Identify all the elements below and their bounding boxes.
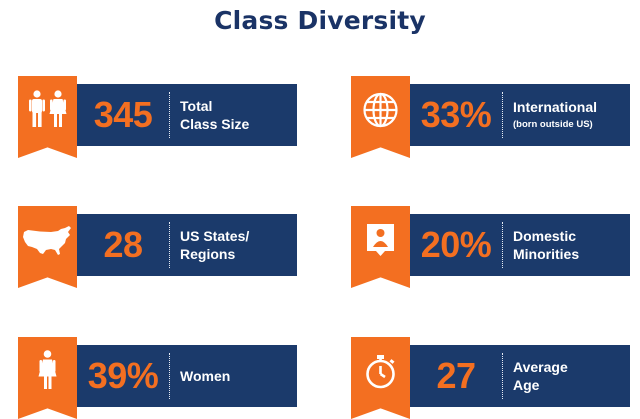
stat-panel: 20% Domestic Minorities — [410, 214, 630, 276]
stat-label: US States/ Regions — [180, 214, 293, 276]
stat-value: 39% — [87, 355, 159, 396]
stat-women: 39% Women — [18, 337, 300, 419]
stat-ribbon — [351, 206, 410, 288]
stat-ribbon — [18, 206, 77, 288]
stopwatch-icon — [366, 355, 395, 389]
stat-average-age: 27 Average Age — [351, 337, 633, 419]
stat-label: Women — [180, 345, 293, 407]
stat-value: 28 — [103, 224, 143, 265]
stat-label-line1: Average — [513, 359, 568, 375]
stat-label-line2: Minorities — [513, 246, 580, 262]
stat-label-sub: (born outside US) — [513, 119, 593, 130]
stat-panel: 33% International (born outside US) — [410, 84, 630, 146]
divider — [502, 92, 503, 138]
stat-label: Total Class Size — [180, 84, 293, 146]
divider — [502, 353, 503, 399]
stat-panel: 28 US States/ Regions — [77, 214, 297, 276]
stat-label-line2: Regions — [180, 246, 236, 262]
stat-us-states: 28 US States/ Regions — [18, 206, 300, 288]
people-icon — [29, 90, 67, 127]
stat-label-line1: US States/ — [180, 228, 250, 244]
stat-label-line2: Age — [513, 377, 540, 393]
stat-ribbon — [18, 337, 77, 419]
stat-domestic-minorities: 20% Domestic Minorities — [351, 206, 633, 288]
stat-label-line1: Women — [180, 368, 231, 384]
divider — [169, 353, 170, 399]
page-title: Class Diversity — [214, 6, 426, 35]
woman-icon — [38, 350, 57, 389]
stat-ribbon — [351, 337, 410, 419]
stat-label: Domestic Minorities — [513, 214, 626, 276]
us-map-icon — [23, 226, 71, 255]
person-portrait-icon — [367, 224, 394, 256]
stat-panel: 345 Total Class Size — [77, 84, 297, 146]
stat-total-class-size: 345 Total Class Size — [18, 76, 300, 158]
divider — [169, 222, 170, 268]
divider — [169, 92, 170, 138]
stat-international: 33% International (born outside US) — [351, 76, 633, 158]
stat-ribbon — [351, 76, 410, 158]
stat-panel: 39% Women — [77, 345, 297, 407]
stat-label-line1: International — [513, 99, 598, 115]
stat-value: 33% — [420, 94, 492, 135]
stat-label: International (born outside US) — [513, 84, 626, 146]
stat-value: 27 — [436, 355, 476, 396]
stat-label-line1: Total — [180, 98, 213, 114]
stat-panel: 27 Average Age — [410, 345, 630, 407]
divider — [502, 222, 503, 268]
stat-label-line1: Domestic — [513, 228, 577, 244]
stat-label-line2: Class Size — [180, 116, 250, 132]
stat-value: 20% — [420, 224, 492, 265]
stat-value: 345 — [93, 94, 153, 135]
globe-icon — [363, 92, 398, 128]
stat-label: Average Age — [513, 345, 626, 407]
stat-ribbon — [18, 76, 77, 158]
